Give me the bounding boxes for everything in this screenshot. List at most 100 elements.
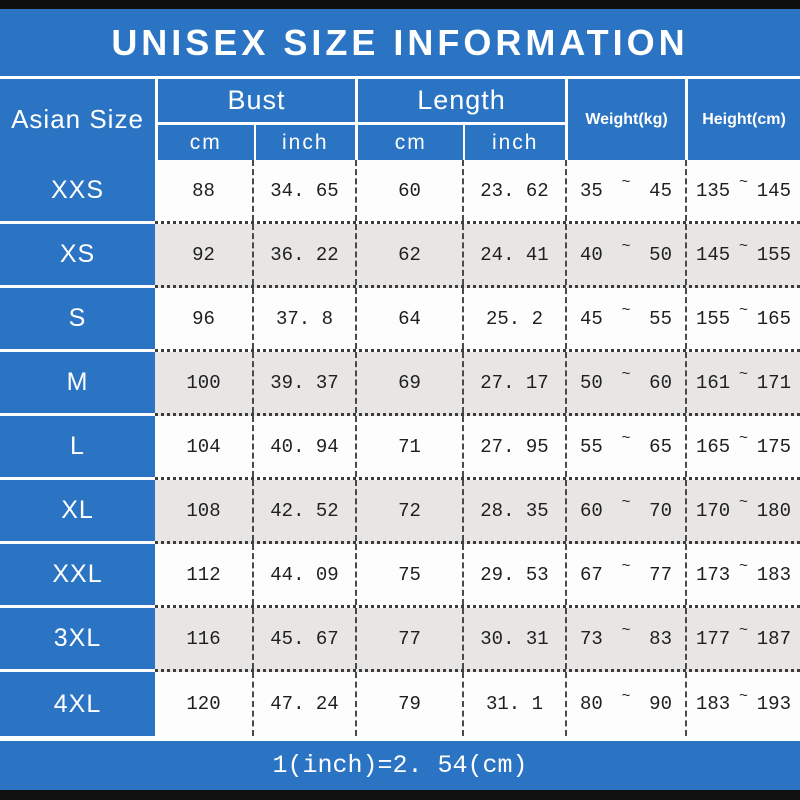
weight-range: 55 ~ 65	[565, 416, 685, 477]
size-label: XXS	[0, 160, 155, 224]
table-row-xs: XS 92 36. 22 62 24. 41 40 ~ 50 145 ~ 155	[0, 224, 800, 288]
unit-header-bust-cm: cm	[189, 130, 222, 154]
table-body: XXS 88 34. 65 60 23. 62 35 ~ 45 135 ~ 14…	[0, 160, 800, 736]
bust-inch-value: 36. 22	[252, 224, 355, 285]
weight-range: 80 ~ 90	[565, 672, 685, 736]
length-cm-value: 71	[355, 416, 462, 477]
title-bar: UNISEX SIZE INFORMATION	[0, 9, 800, 76]
row-data: 108 42. 52 72 28. 35 60 ~ 70 170 ~ 180	[155, 480, 800, 544]
size-label: XL	[0, 480, 155, 544]
weight-range: 67 ~ 77	[565, 544, 685, 605]
bust-cm-value: 100	[186, 371, 221, 394]
bust-inch-value: 40. 94	[252, 416, 355, 477]
height-range: 155 ~ 165	[685, 288, 800, 349]
length-cm-value: 77	[355, 608, 462, 669]
tilde-separator: ~	[621, 366, 631, 383]
length-inch-value: 27. 17	[462, 352, 565, 413]
weight-min: 80	[580, 693, 603, 715]
length-cm-value: 60	[355, 160, 462, 221]
bust-cm-value: 116	[186, 627, 221, 650]
weight-max: 90	[649, 693, 672, 715]
weight-max: 65	[649, 435, 672, 458]
divider	[0, 736, 800, 741]
bust-inch-value: 42. 52	[252, 480, 355, 541]
length-cm-value: 69	[355, 352, 462, 413]
weight-min: 60	[580, 499, 603, 522]
conversion-note: 1(inch)=2. 54(cm)	[272, 751, 528, 780]
weight-min: 55	[580, 435, 603, 458]
length-inch-value: 23. 62	[462, 160, 565, 221]
bust-cm-value: 112	[186, 563, 221, 586]
tilde-separator: ~	[738, 494, 748, 511]
page-title: UNISEX SIZE INFORMATION	[111, 21, 689, 63]
table-row-s: S 96 37. 8 64 25. 2 45 ~ 55 155 ~ 165	[0, 288, 800, 352]
height-max: 145	[756, 179, 791, 202]
height-range: 183 ~ 193	[685, 672, 800, 736]
height-min: 145	[696, 243, 731, 266]
tilde-separator: ~	[738, 558, 748, 575]
bust-cm-value: 120	[186, 693, 221, 715]
height-min: 170	[696, 499, 731, 522]
height-min: 155	[696, 307, 731, 330]
column-header-height: Height(cm)	[685, 79, 800, 160]
height-min: 177	[696, 627, 731, 650]
table-row-xxs: XXS 88 34. 65 60 23. 62 35 ~ 45 135 ~ 14…	[0, 160, 800, 224]
size-label: XS	[0, 224, 155, 288]
row-data: 116 45. 67 77 30. 31 73 ~ 83 177 ~ 187	[155, 608, 800, 672]
length-cm-value: 75	[355, 544, 462, 605]
height-max: 155	[756, 243, 791, 266]
height-range: 177 ~ 187	[685, 608, 800, 669]
length-inch-value: 25. 2	[462, 288, 565, 349]
height-max: 171	[756, 371, 791, 394]
tilde-separator: ~	[738, 687, 748, 705]
unit-header-length-cm: cm	[394, 130, 427, 154]
length-cm-value: 72	[355, 480, 462, 541]
table-row-xxl: XXL 112 44. 09 75 29. 53 67 ~ 77 173 ~ 1…	[0, 544, 800, 608]
row-data: 112 44. 09 75 29. 53 67 ~ 77 173 ~ 183	[155, 544, 800, 608]
length-cm-value: 79	[355, 672, 462, 736]
size-label: S	[0, 288, 155, 352]
tilde-separator: ~	[621, 430, 631, 447]
tilde-separator: ~	[621, 494, 631, 511]
weight-max: 55	[649, 307, 672, 330]
bust-subheaders: cm inch	[158, 122, 355, 160]
weight-min: 45	[580, 307, 603, 330]
tilde-separator: ~	[738, 238, 748, 255]
column-group-length: Length cm inch	[355, 79, 565, 160]
height-min: 165	[696, 435, 731, 458]
length-inch-value: 28. 35	[462, 480, 565, 541]
weight-max: 70	[649, 499, 672, 522]
bust-cm-value: 108	[186, 499, 221, 522]
height-range: 135 ~ 145	[685, 160, 800, 221]
table-row-4xl: 4XL 120 47. 24 79 31. 1 80 ~ 90 183 ~ 19…	[0, 672, 800, 736]
weight-range: 45 ~ 55	[565, 288, 685, 349]
divider	[0, 76, 800, 79]
length-inch-value: 31. 1	[462, 672, 565, 736]
row-data: 92 36. 22 62 24. 41 40 ~ 50 145 ~ 155	[155, 224, 800, 288]
table-row-3xl: 3XL 116 45. 67 77 30. 31 73 ~ 83 177 ~ 1…	[0, 608, 800, 672]
height-max: 165	[756, 307, 791, 330]
size-label: M	[0, 352, 155, 416]
row-data: 88 34. 65 60 23. 62 35 ~ 45 135 ~ 145	[155, 160, 800, 224]
tilde-separator: ~	[621, 302, 631, 319]
tilde-separator: ~	[621, 687, 631, 705]
height-max: 175	[756, 435, 791, 458]
tilde-separator: ~	[621, 238, 631, 255]
height-max: 180	[756, 499, 791, 522]
weight-max: 50	[649, 243, 672, 266]
length-subheaders: cm inch	[358, 122, 565, 160]
row-data: 120 47. 24 79 31. 1 80 ~ 90 183 ~ 193	[155, 672, 800, 736]
tilde-separator: ~	[621, 622, 631, 639]
length-cm-value: 64	[355, 288, 462, 349]
height-range: 145 ~ 155	[685, 224, 800, 285]
bust-cm-value: 104	[186, 435, 221, 458]
weight-min: 73	[580, 627, 603, 650]
weight-min: 35	[580, 179, 603, 202]
weight-range: 60 ~ 70	[565, 480, 685, 541]
tilde-separator: ~	[738, 174, 748, 191]
length-inch-value: 27. 95	[462, 416, 565, 477]
height-range: 165 ~ 175	[685, 416, 800, 477]
weight-max: 60	[649, 371, 672, 394]
bottom-black-bar	[0, 790, 800, 800]
